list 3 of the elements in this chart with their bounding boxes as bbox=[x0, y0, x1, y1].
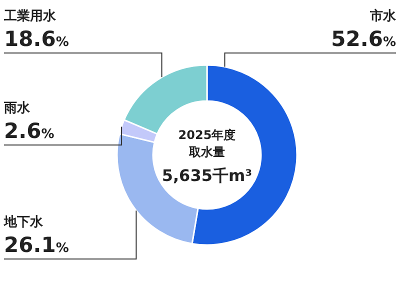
text: 2025年度 bbox=[178, 128, 236, 142]
text: 取水量 bbox=[188, 145, 225, 159]
text: 5,635千m³ bbox=[162, 166, 252, 185]
